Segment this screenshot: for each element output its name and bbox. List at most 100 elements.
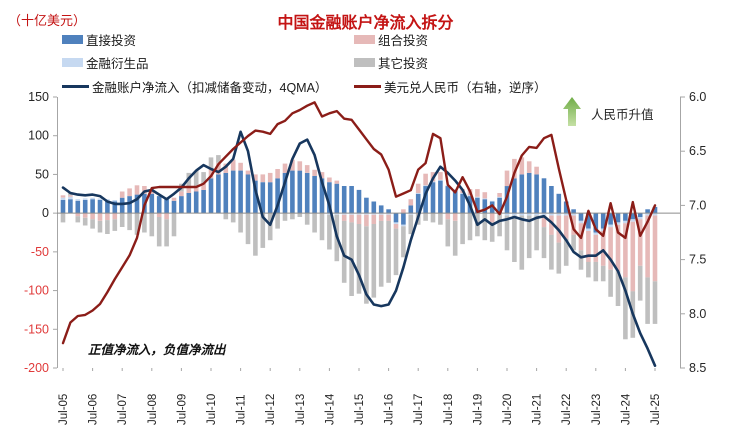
bar-seg-0 [230, 170, 236, 214]
bar-seg-0 [615, 213, 621, 223]
bar-seg-3 [142, 213, 147, 233]
bar-seg-0 [586, 213, 591, 229]
bar-seg-0 [68, 199, 73, 214]
legend-item-derivatives: 金融衍生品 [62, 54, 149, 71]
bar-seg-3 [119, 213, 125, 227]
bar-seg-2 [142, 186, 147, 194]
bar-seg-0 [60, 200, 66, 214]
bar-seg-2 [68, 195, 73, 197]
bar-seg-0 [134, 194, 140, 214]
bar-seg-2 [238, 162, 243, 171]
bar-seg-1 [327, 213, 332, 215]
bar-seg-1 [401, 224, 406, 227]
bar-seg-1 [60, 197, 66, 200]
bar-seg-0 [82, 200, 88, 214]
bar-seg-0 [571, 209, 576, 214]
bar-seg-2 [371, 214, 377, 224]
bar-seg-2 [401, 209, 406, 214]
cny-appreciation-label: 人民币升值 [591, 108, 654, 122]
left-tick-label: 100 [28, 129, 49, 143]
bar-seg-0 [386, 209, 391, 214]
bar-seg-3 [645, 277, 650, 324]
bar-seg-2 [208, 169, 214, 179]
bar-seg-2 [90, 213, 95, 220]
bar-seg-2 [645, 215, 650, 278]
bar-seg-0 [593, 213, 599, 233]
left-tick-label: -50 [31, 245, 49, 259]
bar-seg-3 [208, 157, 214, 169]
bar-seg-2 [201, 183, 206, 190]
bar-seg-2 [630, 221, 636, 292]
bar-seg-1 [97, 198, 103, 200]
x-tick-label: Jul-06 [88, 394, 100, 425]
bar-seg-3 [171, 213, 177, 237]
bar-seg-3 [504, 215, 510, 251]
bar-seg-2 [164, 213, 169, 220]
legend-swatch-direct-investment [62, 34, 83, 44]
bar-seg-2 [600, 231, 606, 266]
bar-seg-2 [267, 172, 273, 183]
bar-seg-2 [563, 215, 569, 239]
bar-seg-3 [519, 215, 525, 270]
bar-seg-0 [297, 170, 303, 214]
bar-seg-1 [75, 199, 81, 201]
bar-seg-1 [652, 213, 658, 216]
bar-seg-3 [290, 213, 295, 220]
legend-label: 组合投资 [378, 33, 429, 48]
bar-seg-0 [238, 170, 243, 214]
legend-label: 其它投资 [378, 56, 429, 71]
bar-seg-3 [438, 213, 443, 225]
bar-seg-3 [482, 213, 488, 241]
legend-item-other-investment: 其它投资 [354, 54, 429, 71]
bar-seg-3 [267, 213, 273, 241]
bar-seg-2 [512, 158, 517, 179]
x-tick-label: Jul-07 [117, 394, 129, 425]
bar-seg-1 [512, 213, 517, 216]
bar-seg-1 [356, 213, 362, 215]
bar-seg-3 [164, 219, 169, 247]
bar-seg-2 [105, 213, 110, 221]
bar-seg-2 [82, 213, 88, 218]
legend-swatch-net-inflow-line [62, 84, 89, 88]
bar-seg-3 [526, 215, 532, 259]
bar-seg-0 [349, 186, 354, 214]
legend-swatch-derivatives [62, 57, 83, 67]
bar-seg-0 [600, 213, 606, 229]
x-tick-label: Jul-12 [265, 394, 277, 425]
bar-seg-0 [423, 186, 428, 214]
x-tick-label: Jul-20 [502, 394, 514, 425]
bar-seg-0 [201, 189, 206, 214]
bar-seg-2 [245, 170, 251, 175]
bar-seg-3 [578, 250, 584, 270]
x-tick-label: Jul-13 [295, 394, 307, 425]
bar-seg-1 [68, 196, 73, 200]
bar-seg-2 [423, 173, 428, 186]
bar-seg-0 [608, 213, 613, 225]
bar-seg-0 [105, 200, 110, 214]
bar-seg-3 [393, 228, 399, 276]
bar-seg-1 [534, 213, 539, 216]
bar-seg-0 [652, 206, 658, 214]
bar-seg-3 [201, 172, 206, 184]
x-tick-label: Jul-10 [206, 394, 218, 425]
bar-seg-1 [586, 228, 591, 231]
bar-seg-0 [327, 182, 332, 214]
bar-seg-0 [97, 200, 103, 214]
bar-seg-0 [563, 201, 569, 214]
bar-seg-1 [334, 213, 340, 215]
bar-seg-0 [127, 196, 132, 214]
bar-seg-1 [571, 213, 576, 216]
bar-seg-0 [541, 178, 547, 214]
right-tick-label: 8.5 [689, 361, 706, 375]
bar-seg-1 [467, 195, 473, 197]
bar-seg-2 [127, 188, 132, 197]
bar-seg-3 [556, 242, 562, 274]
bar-seg-2 [186, 186, 192, 193]
bar-seg-0 [393, 213, 399, 223]
x-tick-label: Jul-25 [650, 394, 662, 425]
bar-seg-2 [356, 214, 362, 224]
bar-seg-1 [519, 213, 525, 216]
bar-seg-0 [179, 196, 184, 214]
bar-seg-0 [512, 178, 517, 214]
bar-seg-1 [90, 197, 95, 200]
